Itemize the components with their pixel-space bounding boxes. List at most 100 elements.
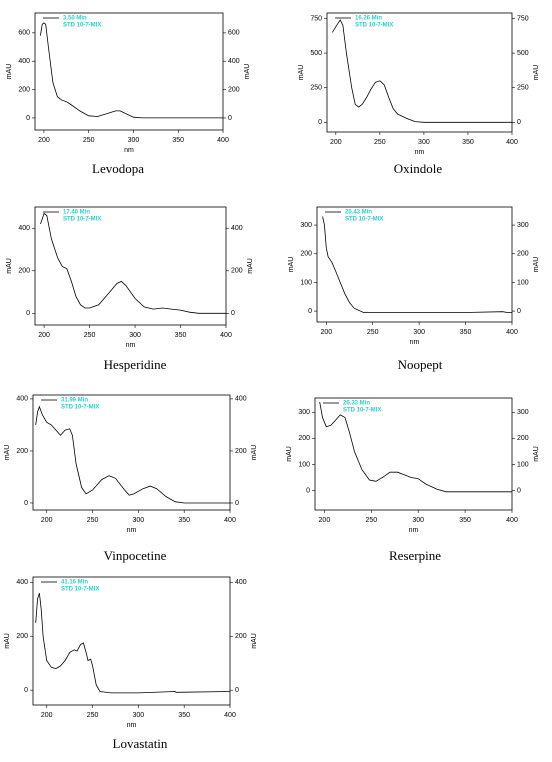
y2-axis-label: mAU: [251, 445, 258, 461]
x-axis-label: nm: [415, 149, 425, 156]
y-axis-label: mAU: [298, 65, 305, 81]
y-axis-label: mAU: [286, 446, 293, 462]
x-tick-label: 250: [374, 139, 386, 146]
y2-tick-label: 750: [517, 15, 529, 22]
x-tick-label: 400: [506, 517, 518, 524]
x-tick-label: 250: [83, 137, 95, 144]
x-tick-label: 350: [459, 517, 471, 524]
plot-frame: [32, 576, 231, 706]
legend-label: 3.50 Min: [63, 16, 87, 22]
y2-tick-label: 100: [517, 279, 529, 286]
annotation: STD 10-7-MIX: [63, 217, 101, 223]
x-tick-label: 200: [320, 329, 332, 336]
spectrum-chart: 200 250 300 350 400 0 100 200 300 0 100 200 300 nm mAU…: [286, 397, 540, 563]
spectrum-chart: 200 250 300 350 400 0 200 400 0 200 400 nm mAU mAU 31.…: [4, 394, 258, 563]
y-tick-label: 750: [310, 15, 322, 22]
y-tick-label: 0: [308, 308, 312, 315]
y2-axis-label: mAU: [533, 257, 540, 273]
x-tick-label: 300: [128, 137, 140, 144]
y2-tick-label: 400: [235, 579, 247, 586]
x-axis-label: nm: [127, 527, 137, 534]
x-tick-label: 250: [84, 332, 96, 339]
y-tick-label: 0: [318, 119, 322, 126]
y2-axis-label: mAU: [533, 65, 540, 81]
y2-tick-label: 0: [517, 487, 521, 494]
x-axis-label: nm: [124, 147, 134, 154]
y2-tick-label: 200: [517, 435, 529, 442]
y-tick-label: 400: [16, 396, 28, 403]
y-tick-label: 400: [16, 579, 28, 586]
y2-tick-label: 300: [517, 222, 529, 229]
y-tick-label: 250: [310, 85, 322, 92]
plot-frame: [326, 12, 513, 133]
legend-label: 16.26 Min: [355, 16, 382, 22]
y-tick-label: 0: [24, 687, 28, 694]
legend-label: 41.16 Min: [61, 580, 88, 586]
y2-tick-label: 0: [517, 308, 521, 315]
x-tick-label: 350: [462, 139, 474, 146]
x-axis-label: nm: [409, 527, 419, 534]
chart-title: Reserpine: [389, 548, 441, 563]
x-tick-label: 300: [413, 329, 425, 336]
y2-axis-label: mAU: [247, 258, 254, 274]
x-axis-label: nm: [126, 342, 136, 349]
spectrum-line: [40, 212, 226, 314]
y-axis-label: mAU: [288, 257, 295, 273]
y2-tick-label: 100: [517, 461, 529, 468]
x-tick-label: 400: [506, 139, 518, 146]
y2-tick-label: 500: [517, 50, 529, 57]
y-tick-label: 200: [16, 633, 28, 640]
plot-frame: [314, 397, 513, 511]
y2-tick-label: 200: [517, 251, 529, 258]
spectrum-chart: 200 250 300 350 400 0 250 500 750 0 250 500 750 nm mAU…: [298, 12, 540, 176]
x-axis-label: nm: [410, 339, 420, 346]
chart-title: Oxindole: [394, 161, 443, 176]
x-tick-label: 200: [319, 517, 331, 524]
x-tick-label: 300: [418, 139, 430, 146]
y-tick-label: 200: [300, 251, 312, 258]
x-axis-label: nm: [127, 722, 137, 729]
y-tick-label: 200: [298, 435, 310, 442]
y-tick-label: 0: [26, 115, 30, 122]
y2-tick-label: 250: [517, 85, 529, 92]
y-tick-label: 100: [300, 279, 312, 286]
spectrum-chart: 200 250 300 350 400 0 200 400 600 0 200 400 600 nm mAU…: [6, 12, 251, 176]
y2-tick-label: 600: [228, 30, 240, 37]
x-tick-label: 400: [224, 517, 236, 524]
y2-tick-label: 200: [235, 448, 247, 455]
plot-frame: [32, 394, 231, 511]
y-tick-label: 500: [310, 50, 322, 57]
x-tick-label: 200: [41, 517, 53, 524]
y-axis-label: mAU: [4, 633, 11, 649]
y-axis-label: mAU: [4, 445, 11, 461]
x-tick-label: 250: [365, 517, 377, 524]
x-tick-label: 350: [172, 137, 184, 144]
annotation: STD 10-7-MIX: [355, 23, 393, 29]
y-tick-label: 0: [306, 487, 310, 494]
legend-label: 31.99 Min: [61, 398, 88, 404]
y-tick-label: 300: [298, 409, 310, 416]
y2-tick-label: 200: [231, 268, 243, 275]
y-tick-label: 0: [24, 500, 28, 507]
x-tick-label: 350: [175, 332, 187, 339]
y-tick-label: 200: [16, 448, 28, 455]
y-tick-label: 200: [18, 86, 30, 93]
y2-tick-label: 0: [235, 500, 239, 507]
y2-tick-label: 0: [231, 310, 235, 317]
y-tick-label: 600: [18, 30, 30, 37]
x-tick-label: 200: [330, 139, 342, 146]
chart-title: Levodopa: [92, 161, 144, 176]
x-tick-label: 350: [178, 712, 190, 719]
x-tick-label: 350: [178, 517, 190, 524]
annotation: STD 10-7-MIX: [61, 587, 99, 593]
y2-axis-label: mAU: [251, 633, 258, 649]
chart-title: Lovastatin: [113, 736, 168, 751]
y2-axis-label: mAU: [244, 64, 251, 80]
chart-title: Hesperidine: [104, 357, 167, 372]
spectrum-chart: 200 250 300 350 400 0 200 400 0 200 400 nm mAU mAU 17.…: [6, 206, 254, 372]
x-tick-label: 400: [217, 137, 229, 144]
x-tick-label: 300: [133, 517, 145, 524]
x-tick-label: 300: [412, 517, 424, 524]
spectrum-line: [331, 19, 512, 123]
x-tick-label: 250: [87, 517, 99, 524]
